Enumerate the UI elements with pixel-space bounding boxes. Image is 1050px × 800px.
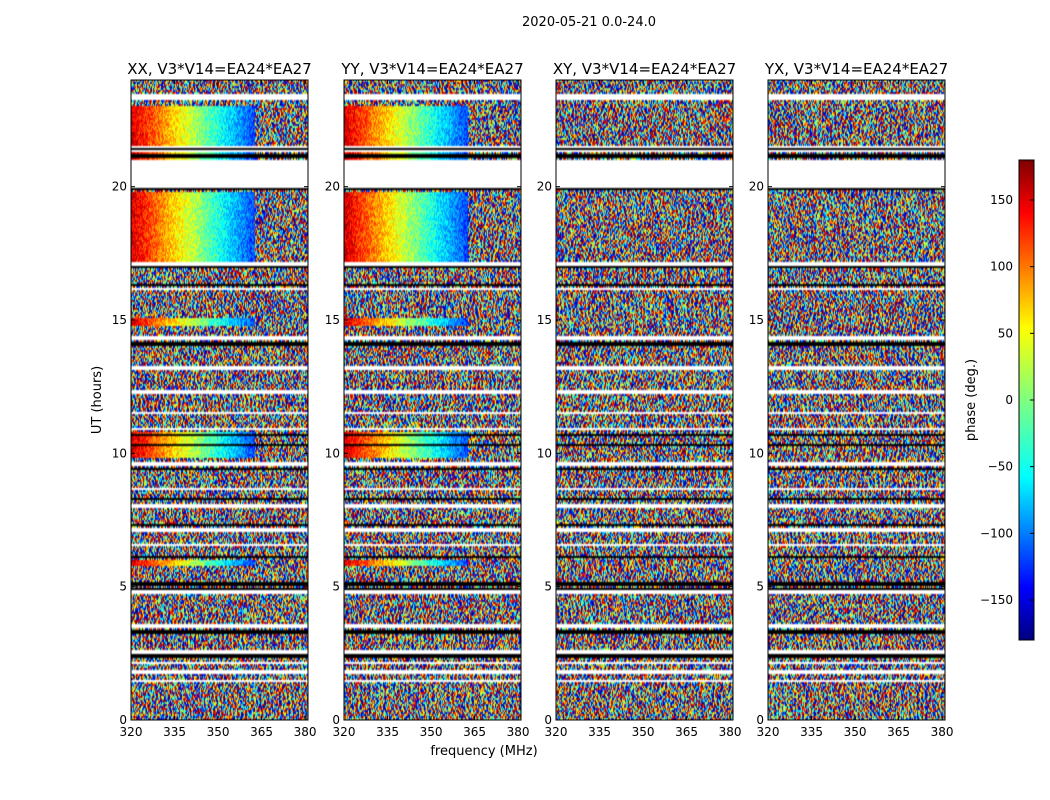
y-tick-label: 0 [544, 713, 552, 727]
x-tick-label: 350 [207, 725, 230, 739]
colorbar: 150 100 50 0 −50 −100 −150 phase (deg.) [964, 159, 1035, 641]
panel-1-phase-raster [131, 80, 308, 720]
figure-title: 2020-05-21 0.0-24.0 [522, 15, 656, 30]
x-axis-label: frequency (MHz) [430, 744, 537, 759]
y-tick-label: 5 [119, 580, 127, 594]
colorbar-tick-label: 100 [990, 260, 1013, 274]
y-axis-label: UT (hours) [90, 366, 105, 434]
x-tick-label: 365 [675, 725, 698, 739]
x-tick-label: 335 [588, 725, 611, 739]
y-tick-label: 10 [749, 446, 764, 460]
x-tick-label: 380 [931, 725, 954, 739]
x-tick-label: 350 [420, 725, 443, 739]
x-tick-label: 365 [463, 725, 486, 739]
x-tick-label: 365 [250, 725, 273, 739]
y-tick-label: 20 [537, 180, 552, 194]
panel-2-frame [343, 79, 522, 721]
panel-3-title: XY, V3*V14=EA24*EA27 [553, 60, 736, 78]
colorbar-ticks: 150 100 50 0 −50 −100 −150 [980, 193, 1034, 607]
y-tick-label: 20 [749, 180, 764, 194]
y-tick-label: 5 [756, 580, 764, 594]
y-tick-label: 5 [332, 580, 340, 594]
x-tick-label: 335 [163, 725, 186, 739]
colorbar-label: phase (deg.) [964, 359, 979, 441]
y-tick-label: 0 [332, 713, 340, 727]
colorbar-tick-label: 50 [998, 326, 1013, 340]
x-tick-label: 335 [800, 725, 823, 739]
colorbar-tick-label: 150 [990, 193, 1013, 207]
y-tick-label: 15 [112, 313, 127, 327]
y-tick-label: 20 [325, 180, 340, 194]
panel-3: XY, V3*V14=EA24*EA27 320 335 350 365 380 0 5 10 1… [537, 60, 742, 739]
x-tick-label: 350 [632, 725, 655, 739]
y-tick-label: 10 [112, 446, 127, 460]
y-tick-label: 20 [112, 180, 127, 194]
panel-3-frame [555, 79, 734, 721]
y-tick-label: 15 [325, 313, 340, 327]
panel-2-phase-raster [344, 80, 521, 720]
panel-1-frame [130, 79, 309, 721]
y-tick-label: 15 [749, 313, 764, 327]
panel-1: XX, V3*V14=EA24*EA27 320 335 350 365 380 0 5 10 1… [112, 60, 317, 739]
x-tick-label: 320 [757, 725, 780, 739]
y-tick-label: 0 [119, 713, 127, 727]
x-tick-label: 365 [887, 725, 910, 739]
colorbar-tick-label: 0 [1005, 393, 1013, 407]
y-tick-label: 10 [325, 446, 340, 460]
y-tick-label: 15 [537, 313, 552, 327]
panel-1-title: XX, V3*V14=EA24*EA27 [127, 60, 311, 78]
panel-4: YX, V3*V14=EA24*EA27 320 335 350 365 380 0 5 10 1… [749, 60, 954, 739]
panel-4-phase-raster [768, 80, 945, 720]
colorbar-tick-label: −150 [980, 593, 1013, 607]
colorbar-tick-label: −100 [980, 526, 1013, 540]
y-tick-label: 5 [544, 580, 552, 594]
colorbar-tick-label: −50 [988, 460, 1013, 474]
panel-4-frame [767, 79, 946, 721]
y-tick-label: 0 [756, 713, 764, 727]
x-tick-label: 320 [333, 725, 356, 739]
x-tick-label: 380 [719, 725, 742, 739]
x-tick-label: 335 [376, 725, 399, 739]
panel-3-phase-raster [556, 80, 733, 720]
panels: XX, V3*V14=EA24*EA27 320 335 350 365 380 0 5 10 1… [112, 60, 954, 739]
x-tick-label: 380 [294, 725, 317, 739]
x-tick-label: 380 [507, 725, 530, 739]
panel-2-title: YY, V3*V14=EA24*EA27 [340, 60, 523, 78]
x-tick-label: 320 [120, 725, 143, 739]
x-tick-label: 320 [545, 725, 568, 739]
x-tick-label: 350 [844, 725, 867, 739]
y-tick-label: 10 [537, 446, 552, 460]
panel-4-title: YX, V3*V14=EA24*EA27 [764, 60, 948, 78]
panel-2: YY, V3*V14=EA24*EA27 320 335 350 365 380 0 5 10 1… [325, 60, 530, 739]
